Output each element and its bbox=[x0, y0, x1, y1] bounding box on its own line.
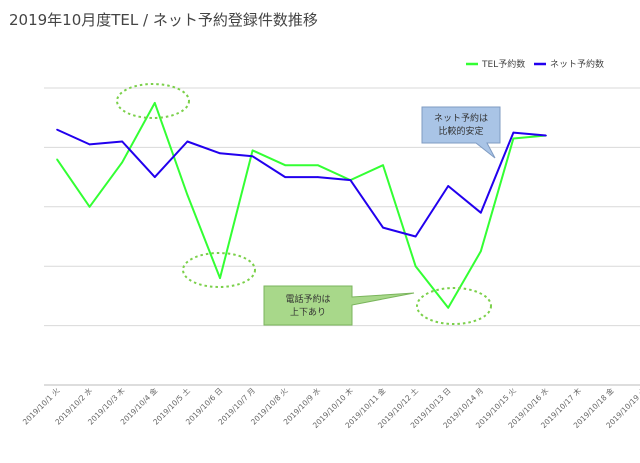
tel-data-point bbox=[414, 265, 417, 268]
net-data-point bbox=[382, 226, 384, 229]
tel-data-point bbox=[284, 164, 287, 167]
callout-net-stable-line2: 比較的安定 bbox=[438, 125, 483, 137]
callout-tel-variable: 電話予約は 上下あり bbox=[263, 285, 415, 326]
series-line-tel bbox=[56, 101, 547, 309]
tel-data-point bbox=[186, 194, 189, 196]
series-line-net bbox=[56, 128, 547, 238]
legend-label-net: ネット予約数 bbox=[550, 58, 604, 70]
tel-data-point bbox=[251, 149, 254, 152]
net-data-point bbox=[88, 143, 91, 146]
callout-net-stable: ネット予約は 比較的安定 bbox=[421, 106, 501, 159]
tel-data-point bbox=[480, 250, 482, 253]
net-data-point bbox=[480, 211, 482, 214]
net-data-point bbox=[154, 176, 156, 178]
net-data-point bbox=[414, 235, 417, 238]
highlight-circle-dip-13 bbox=[416, 287, 492, 325]
tel-data-point bbox=[56, 158, 58, 161]
net-data-point bbox=[284, 176, 287, 178]
gridlines bbox=[44, 87, 640, 386]
callout-tel-variable-shape bbox=[263, 285, 415, 326]
tel-data-point bbox=[88, 206, 91, 208]
net-data-point bbox=[317, 176, 319, 178]
series-lines bbox=[56, 101, 547, 309]
tel-data-point bbox=[512, 137, 515, 140]
net-data-point bbox=[447, 185, 450, 187]
tel-data-point bbox=[447, 306, 450, 309]
net-data-point bbox=[56, 128, 58, 131]
legend: TEL予約数 ネット予約数 bbox=[466, 58, 604, 70]
net-data-point bbox=[545, 134, 547, 137]
callout-net-stable-shape bbox=[421, 106, 501, 159]
net-data-point bbox=[251, 155, 254, 158]
tel-data-point bbox=[382, 164, 384, 167]
tel-data-point bbox=[317, 164, 319, 167]
net-data-point bbox=[186, 140, 189, 143]
net-data-point bbox=[219, 152, 221, 155]
net-data-point bbox=[349, 179, 352, 181]
legend-label-tel: TEL予約数 bbox=[481, 58, 525, 70]
highlight-circle-dip-6 bbox=[182, 252, 256, 288]
callout-net-stable-line1: ネット予約は bbox=[434, 112, 488, 124]
net-data-point bbox=[512, 131, 515, 134]
tel-data-point bbox=[154, 102, 156, 104]
highlight-circle-peak bbox=[116, 83, 190, 119]
chart-title: 2019年10月度TEL / ネット予約登録件数推移 bbox=[9, 11, 318, 29]
tel-data-point bbox=[219, 277, 221, 279]
callout-tel-variable-line1: 電話予約は bbox=[285, 293, 330, 305]
tel-data-point bbox=[121, 161, 123, 164]
callout-tel-variable-line2: 上下あり bbox=[290, 307, 326, 318]
net-data-point bbox=[121, 140, 123, 143]
